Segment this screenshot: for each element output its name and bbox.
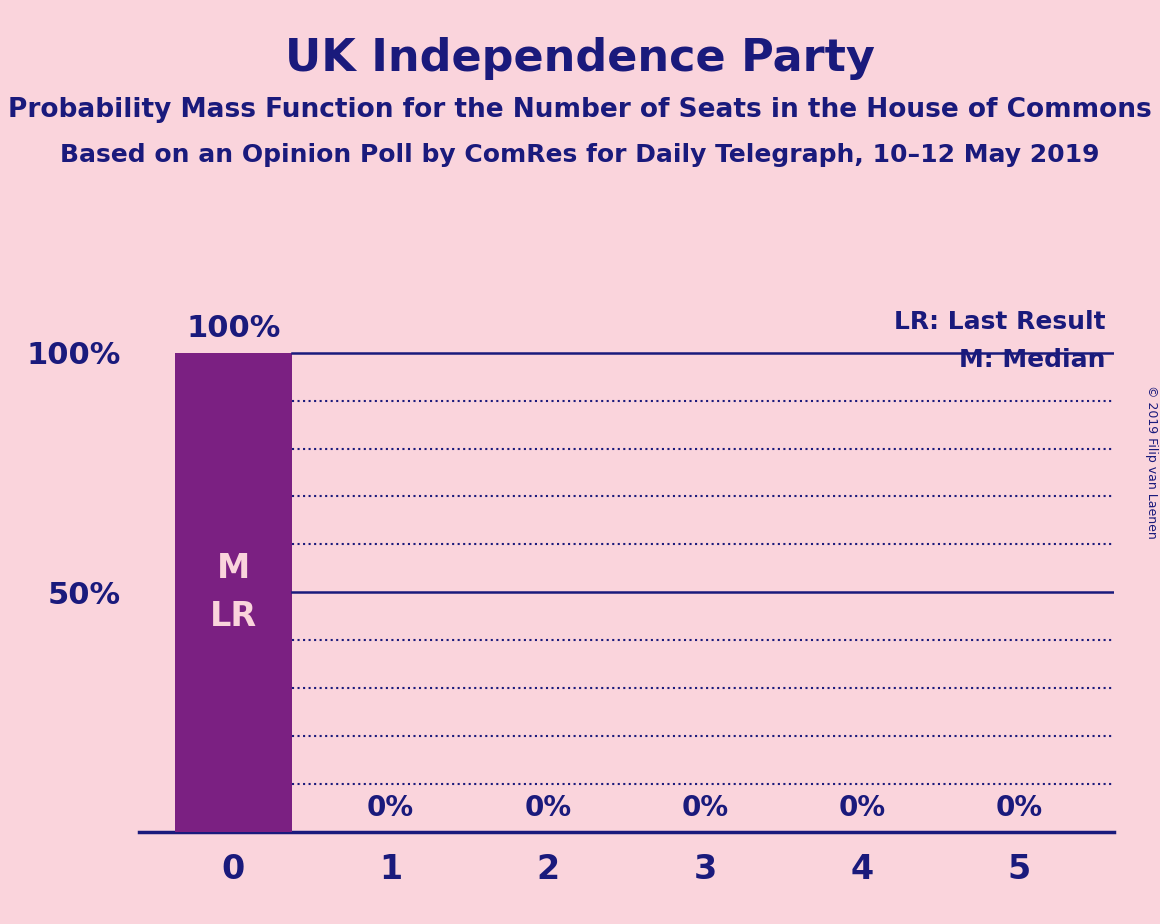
Text: M: M	[217, 552, 251, 585]
Text: LR: Last Result: LR: Last Result	[894, 310, 1105, 334]
Text: Based on an Opinion Poll by ComRes for Daily Telegraph, 10–12 May 2019: Based on an Opinion Poll by ComRes for D…	[60, 143, 1100, 167]
Text: © 2019 Filip van Laenen: © 2019 Filip van Laenen	[1145, 385, 1159, 539]
Text: 0%: 0%	[681, 794, 728, 822]
Text: 0%: 0%	[367, 794, 414, 822]
Text: M: Median: M: Median	[959, 348, 1105, 372]
Text: 100%: 100%	[187, 314, 281, 343]
Text: 0%: 0%	[839, 794, 886, 822]
Text: LR: LR	[210, 600, 258, 633]
Text: Probability Mass Function for the Number of Seats in the House of Commons: Probability Mass Function for the Number…	[8, 97, 1152, 123]
Text: UK Independence Party: UK Independence Party	[285, 37, 875, 80]
Text: 0%: 0%	[524, 794, 572, 822]
Text: 0%: 0%	[995, 794, 1043, 822]
Bar	[174, 353, 292, 832]
